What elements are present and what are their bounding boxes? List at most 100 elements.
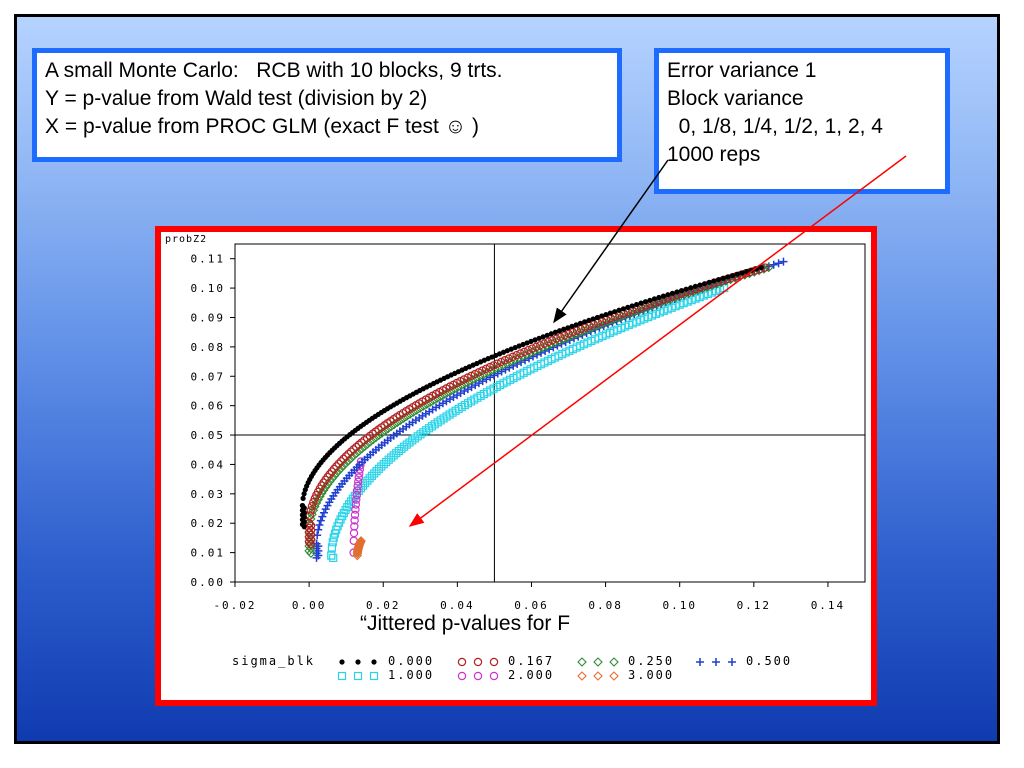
variance-line-1: Error variance 1 [667,59,817,82]
data-point [327,551,336,560]
data-point [339,454,348,464]
legend-symbols [337,671,379,680]
legend-symbol [369,671,379,680]
data-point [400,442,409,451]
data-point [336,457,346,466]
x-tick-label: 0.14 [811,599,846,612]
data-point [352,495,361,504]
data-point [674,289,680,295]
legend-symbol [593,656,603,667]
data-point [387,453,396,462]
data-point [334,465,344,476]
description-line-3: X = p-value from PROC GLM (exact F test … [45,115,479,138]
legend-symbol [489,657,499,666]
data-point [642,299,649,305]
data-point [306,535,316,544]
data-point [384,455,393,464]
data-point [341,452,351,461]
data-point [329,464,339,474]
data-point [312,553,321,562]
data-point [349,450,359,461]
plot-area [234,243,866,583]
data-point [306,506,315,515]
data-point [625,304,631,310]
data-point [351,505,360,514]
legend-title: sigma_blk [232,654,316,668]
data-point [327,467,337,476]
legend-item-0.167: 0.167 [456,654,554,668]
y-tick-label: 0.05 [191,429,226,442]
data-point [638,300,644,306]
x-tick-label: 0.04 [440,599,475,612]
variance-line-2: Block variance [667,87,804,110]
data-point [379,460,388,469]
chart-caption: “Jittered p-values for F [360,612,571,635]
data-point [353,486,362,495]
data-point [739,270,745,276]
data-point [327,543,337,552]
data-point [319,508,328,517]
data-point [341,458,351,468]
legend-symbol [355,658,361,665]
data-point [316,516,325,525]
data-point [701,281,708,287]
legend-symbols [696,657,736,666]
data-point [306,548,316,558]
data-point [334,459,343,468]
series-2.000 [349,457,366,557]
data-point [336,463,347,473]
data-point [382,457,391,467]
y-tick-label: 0.01 [191,547,226,560]
data-point [357,438,366,447]
legend-symbol [577,656,587,667]
legend-symbol [593,670,603,681]
monte-carlo-description-box: A small Monte Carlo: RCB with 10 blocks,… [32,48,622,162]
y-tick-label: 0.07 [191,370,226,383]
data-point [647,297,653,303]
data-point [372,467,381,476]
x-tick-label: 0.12 [737,599,772,612]
data-point [350,510,360,520]
legend-symbol [371,658,377,665]
variance-line-4: 1000 reps [667,143,761,166]
legend-item-1.000: 1.000 [336,668,434,682]
legend-label: 3.000 [628,668,675,682]
data-point [730,272,736,279]
legend-item-3.000: 3.000 [576,668,674,682]
y-tick-label: 0.10 [191,282,226,295]
y-axis-label: probZ2 [165,234,207,245]
data-point [660,293,666,299]
legend-label: 1.000 [388,668,435,682]
data-point [350,522,359,531]
legend-label: 0.167 [508,654,555,668]
legend-symbol [712,657,720,666]
data-point [309,498,318,507]
data-point [351,448,362,459]
legend-item-2.000: 2.000 [456,668,554,682]
data-point [315,520,324,529]
data-point [351,442,361,452]
data-point [629,303,635,309]
x-tick-label: 0.06 [514,599,549,612]
data-point [688,285,694,291]
data-point [395,415,406,426]
data-point [329,533,338,542]
y-tick-label: 0.00 [191,576,226,589]
data-point [307,501,317,511]
data-point [346,453,357,463]
data-point [389,451,398,460]
variance-line-3: 0, 1/8, 1/4, 1/2, 1, 2, 4 [667,115,883,138]
data-point [301,491,307,497]
description-line-2: Y = p-value from Wald test (division by … [45,87,428,110]
y-tick-label: 0.02 [191,517,226,530]
data-point [706,279,712,285]
series-0.167 [304,263,770,549]
legend-symbol [473,657,483,666]
legend-symbols [339,658,377,665]
data-point [328,538,337,547]
x-tick-label: 0.10 [662,599,697,612]
data-point [351,500,361,509]
y-tick-label: 0.03 [191,488,226,501]
legend-symbol [489,671,499,680]
x-tick-label: 0.08 [588,599,623,612]
